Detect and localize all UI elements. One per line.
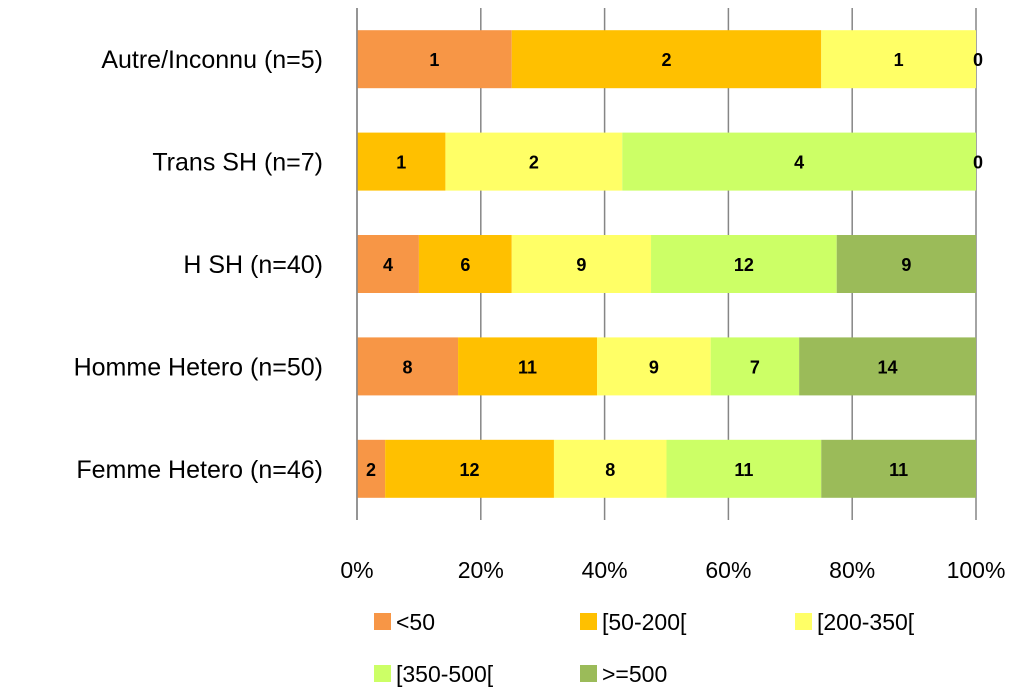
legend-swatch: [580, 613, 597, 630]
bar-segment: [622, 132, 976, 191]
bars: [357, 30, 976, 498]
data-label: 0: [973, 50, 983, 70]
category-label: H SH (n=40): [183, 251, 323, 279]
bar-segment: [710, 337, 800, 396]
bar-segment: [357, 439, 386, 498]
data-labels: 1 2 1 01 2 4 04 6 9 12 98 11 9 7 142 12 8 11 11: [366, 50, 983, 480]
legend: <50 [50-200[ [200-350[ [350-500[ >=500: [374, 609, 915, 687]
bar-segment: [511, 235, 652, 293]
data-label: 9: [649, 357, 659, 377]
legend-swatch: [580, 665, 597, 682]
data-label: 7: [750, 357, 760, 377]
bar-segment: [553, 439, 667, 498]
bar-segment: [821, 30, 976, 89]
data-label: 8: [605, 460, 615, 480]
bar-segment: [511, 30, 822, 89]
data-label: 1: [429, 50, 439, 70]
legend-label: [350-500[: [396, 661, 494, 687]
legend-swatch: [374, 613, 391, 630]
legend-label: [50-200[: [602, 609, 687, 635]
data-label: 0: [973, 153, 983, 173]
data-label: 12: [460, 460, 480, 480]
bar-segment: [357, 30, 512, 89]
bar-segment: [385, 439, 554, 498]
data-label: 2: [366, 460, 376, 480]
data-label: 11: [518, 357, 537, 377]
category-label: Autre/Inconnu (n=5): [101, 46, 323, 74]
data-label: 11: [734, 460, 753, 480]
legend-swatch: [795, 613, 812, 630]
bar-segment: [357, 132, 446, 191]
data-label: 9: [576, 255, 586, 275]
category-label: Femme Hetero (n=46): [76, 456, 323, 484]
x-tick-label: 0%: [340, 557, 373, 583]
bar-segment: [418, 235, 512, 293]
data-label: 6: [460, 255, 470, 275]
data-label: 4: [383, 255, 393, 275]
data-label: 4: [794, 153, 804, 173]
legend-label: <50: [396, 609, 435, 635]
x-tick-label: 40%: [582, 557, 628, 583]
data-label: 2: [529, 153, 539, 173]
data-label: 9: [901, 255, 911, 275]
bar-segment: [666, 439, 822, 498]
legend-label: [200-350[: [817, 609, 915, 635]
category-label: Trans SH (n=7): [152, 149, 323, 177]
bar-segment: [445, 132, 623, 191]
data-label: 11: [889, 460, 908, 480]
legend-label: >=500: [602, 661, 667, 687]
axes: 0% 20% 40% 60% 80% 100% Autre/Inconnu (n=5) Tra…: [74, 8, 1006, 583]
bar-segment: [821, 439, 976, 498]
bar-segment: [458, 337, 598, 396]
data-label: 14: [878, 357, 898, 377]
data-label: 1: [894, 50, 904, 70]
x-tick-label: 60%: [705, 557, 751, 583]
legend-swatch: [374, 665, 391, 682]
data-label: 12: [734, 255, 754, 275]
data-label: 2: [661, 50, 671, 70]
bar-segment: [357, 235, 419, 293]
x-tick-label: 20%: [458, 557, 504, 583]
data-label: 8: [403, 357, 413, 377]
bar-segment: [799, 337, 976, 396]
bar-segment: [357, 337, 459, 396]
bar-segment: [597, 337, 711, 396]
x-tick-label: 100%: [947, 557, 1006, 583]
bar-segment: [836, 235, 976, 293]
x-tick-label: 80%: [829, 557, 875, 583]
data-label: 1: [396, 153, 406, 173]
category-label: Homme Hetero (n=50): [74, 353, 323, 381]
bar-segment: [651, 235, 837, 293]
